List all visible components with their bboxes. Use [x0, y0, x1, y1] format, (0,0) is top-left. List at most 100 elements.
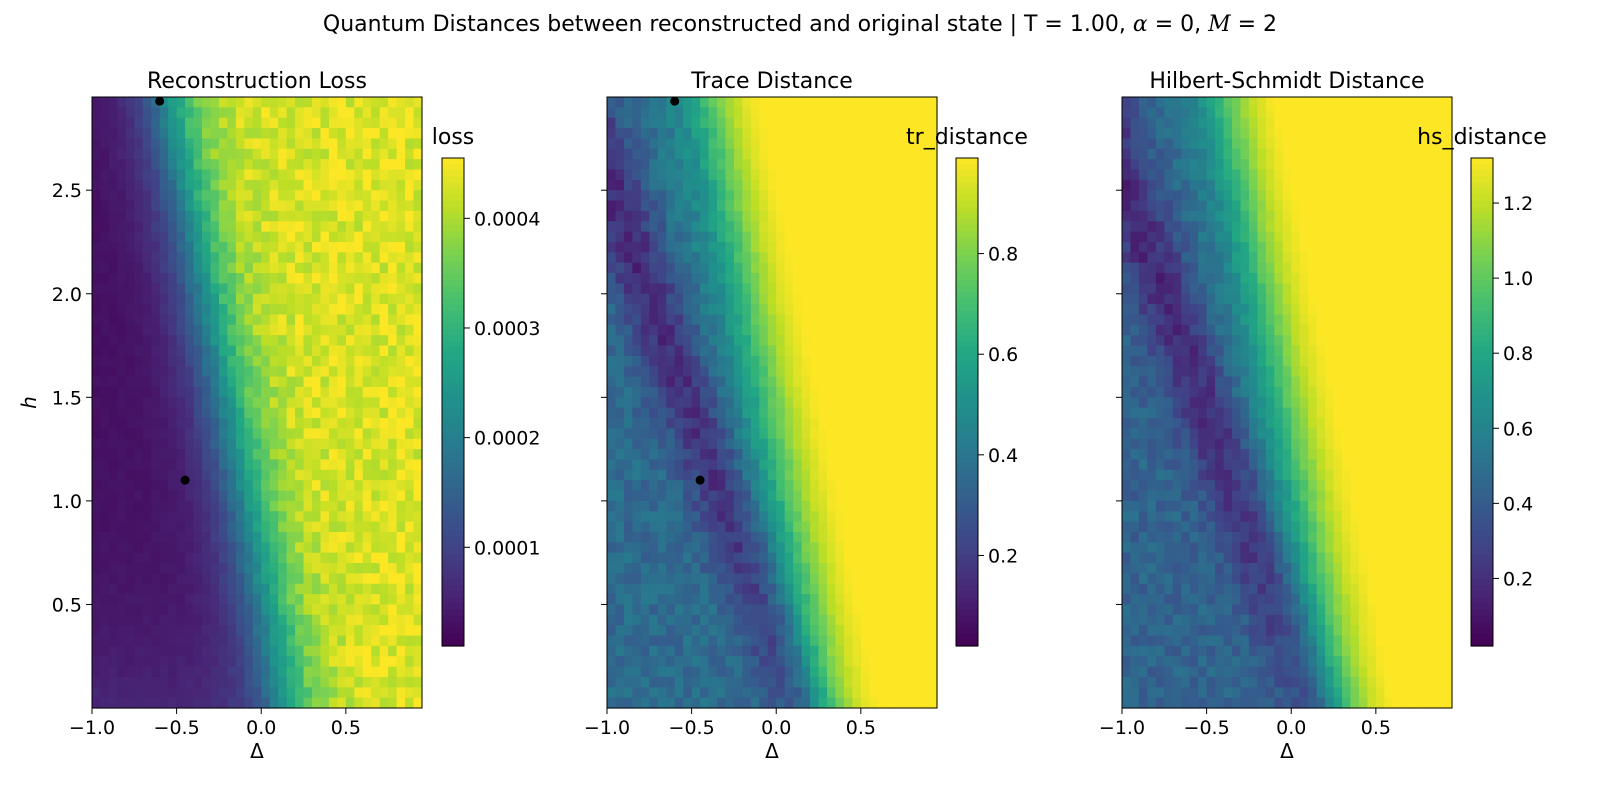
heatmap-cell [244, 511, 254, 523]
heatmap-cell [640, 645, 650, 657]
heatmap-cell [286, 324, 296, 336]
heatmap-cell [354, 656, 364, 668]
heatmap-cell [877, 241, 887, 253]
heatmap-cell [202, 231, 212, 243]
heatmap-cell [295, 376, 305, 388]
heatmap-cell [405, 335, 415, 347]
heatmap-cell [117, 138, 127, 150]
heatmap-cell [759, 511, 769, 523]
heatmap-cell [286, 366, 296, 378]
heatmap-cell [607, 480, 617, 492]
heatmap-cell [396, 221, 406, 233]
heatmap-cell [108, 521, 118, 533]
heatmap-cell [388, 552, 398, 564]
heatmap-cell [413, 293, 423, 305]
heatmap-cell [371, 262, 381, 274]
heatmap-cell [278, 449, 288, 461]
heatmap-cell [269, 128, 279, 140]
heatmap-cell [142, 128, 152, 140]
heatmap-cell [801, 418, 811, 429]
heatmap-cell [92, 200, 102, 212]
colorbar-segment [442, 639, 464, 647]
heatmap-cell [607, 117, 617, 129]
heatmap-cell [818, 231, 828, 243]
heatmap-cell [244, 687, 254, 699]
x-tick-label: 0.0 [761, 717, 791, 739]
heatmap-cell [295, 397, 305, 409]
heatmap-cell [903, 138, 913, 150]
heatmap-cell [717, 449, 727, 461]
heatmap-cell [218, 418, 228, 429]
heatmap-cell [801, 480, 811, 492]
heatmap-cell [303, 697, 313, 709]
heatmap-cell [1189, 128, 1199, 140]
heatmap-cell [911, 583, 921, 595]
heatmap-cell [362, 500, 372, 512]
heatmap-cell [818, 604, 828, 616]
heatmap-cell [632, 138, 642, 150]
heatmap-cell [860, 407, 870, 419]
heatmap-cell [886, 438, 896, 450]
heatmap-cell [117, 521, 127, 533]
heatmap-cell [708, 324, 718, 336]
heatmap-cell [691, 676, 701, 688]
heatmap-cell [92, 314, 102, 326]
heatmap-cell [759, 500, 769, 512]
heatmap-cell [767, 656, 777, 668]
heatmap-cell [142, 614, 152, 626]
heatmap-cell [640, 407, 650, 419]
heatmap-cell [108, 428, 118, 440]
heatmap-cell [742, 480, 752, 492]
heatmap-cell [860, 128, 870, 140]
heatmap-cell [159, 438, 169, 450]
heatmap-cell [810, 407, 820, 419]
heatmap-cell [244, 563, 254, 574]
heatmap-cell [776, 449, 786, 461]
heatmap-cell [193, 190, 203, 202]
heatmap-cell [657, 614, 667, 626]
heatmap-cell [396, 635, 406, 647]
heatmap-cell [784, 521, 794, 533]
heatmap-cell [320, 262, 330, 274]
heatmap-cell [295, 438, 305, 450]
heatmap-cell [623, 148, 633, 160]
heatmap-cell [742, 293, 752, 305]
heatmap-cell [185, 169, 195, 181]
heatmap-cell [100, 293, 110, 305]
heatmap-cell [371, 128, 381, 140]
heatmap-cell [210, 418, 220, 429]
heatmap-cell [295, 573, 305, 585]
heatmap-cell [202, 449, 212, 461]
heatmap-cell [193, 107, 203, 119]
heatmap-cell [117, 490, 127, 502]
heatmap-cell [176, 480, 186, 492]
heatmap-cell [835, 687, 845, 699]
heatmap-cell [252, 97, 262, 108]
heatmap-cell [252, 179, 262, 191]
heatmap-cell [911, 418, 921, 429]
heatmap-cell [312, 594, 322, 606]
heatmap-cell [227, 210, 237, 222]
heatmap-cell [337, 645, 347, 657]
heatmap-cell [886, 117, 896, 129]
heatmap-cell [835, 645, 845, 657]
heatmap-cell [142, 355, 152, 367]
heatmap-cell [835, 511, 845, 523]
heatmap-cell [337, 521, 347, 533]
heatmap-cell [1147, 138, 1157, 150]
heatmap-cell [388, 324, 398, 336]
heatmap-cell [328, 386, 338, 398]
heatmap-cell [700, 635, 710, 647]
heatmap-cell [903, 469, 913, 481]
heatmap-cell [674, 645, 684, 657]
heatmap-cell [827, 138, 837, 150]
heatmap-cell [649, 386, 659, 398]
heatmap-cell [683, 635, 693, 647]
heatmap-cell [269, 241, 279, 253]
heatmap-cell [379, 107, 389, 119]
heatmap-cell [362, 200, 372, 212]
heatmap-cell [1375, 97, 1385, 108]
heatmap-cell [801, 283, 811, 295]
heatmap-cell [691, 531, 701, 543]
heatmap-cell [337, 179, 347, 191]
